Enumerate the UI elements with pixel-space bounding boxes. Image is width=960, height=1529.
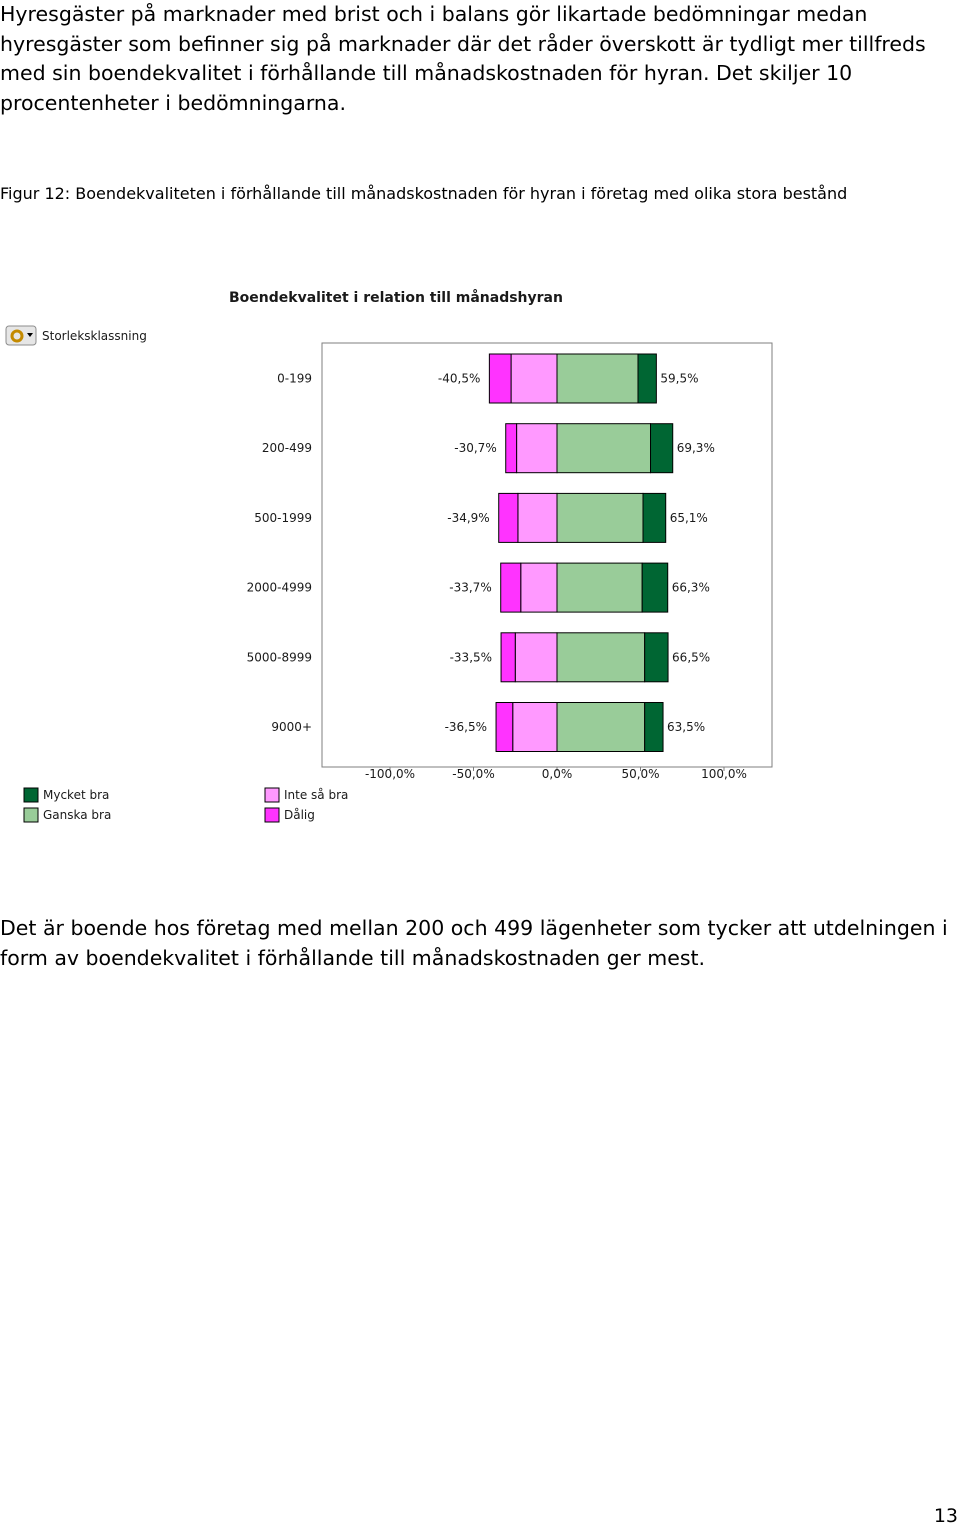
page-number: 13 [933, 1505, 958, 1527]
negative-total-label: -36,5% [445, 720, 487, 734]
negative-total-label: -33,7% [449, 581, 491, 595]
positive-total-label: 63,5% [667, 720, 705, 734]
bar-inte-sa-bra [510, 353, 558, 404]
positive-total-label: 66,3% [672, 581, 710, 595]
bar-mycket-bra [650, 423, 674, 474]
category-label: 2000-4999 [247, 581, 312, 595]
bar-dalig [498, 492, 519, 543]
x-tick-label: 50,0% [621, 767, 659, 781]
bar-inte-sa-bra [516, 423, 558, 474]
chart-title: Boendekvalitet i relation till månadshyr… [229, 289, 563, 306]
legend-label: Dålig [284, 808, 315, 822]
legend-label: Mycket bra [43, 788, 109, 802]
category-label: 9000+ [271, 720, 312, 734]
bar-ganska-bra [556, 562, 643, 613]
positive-total-label: 65,1% [670, 511, 708, 525]
positive-total-label: 59,5% [660, 372, 698, 386]
category-label: 500-1999 [254, 511, 312, 525]
negative-total-label: -40,5% [438, 372, 480, 386]
diverging-bar-chart: Boendekvalitet i relation till månadshyr… [5, 289, 773, 823]
figure-caption: Figur 12: Boendekvaliteten i förhållande… [0, 184, 848, 203]
conclusion-paragraph: Det är boende hos företag med mellan 200… [0, 916, 948, 970]
x-tick-label: 0,0% [542, 767, 573, 781]
legend-swatch [264, 807, 280, 823]
bar-mycket-bra [641, 562, 669, 613]
legend-label: Inte så bra [284, 788, 348, 802]
chevron-down-icon [27, 333, 33, 337]
bar-mycket-bra [637, 353, 657, 404]
x-tick-label: -100,0% [365, 767, 415, 781]
bar-dalig [505, 423, 518, 474]
bar-ganska-bra [556, 423, 652, 474]
bar-mycket-bra [642, 492, 667, 543]
filter-button[interactable] [5, 325, 37, 346]
bar-ganska-bra [556, 632, 646, 683]
filter-label: Storleksklassning [42, 329, 147, 343]
bar-ganska-bra [556, 702, 646, 752]
bar-dalig [488, 353, 512, 404]
bar-mycket-bra [644, 702, 664, 752]
bar-mycket-bra [644, 632, 669, 683]
negative-total-label: -30,7% [454, 441, 496, 455]
legend-swatch [23, 807, 39, 823]
bar-dalig [500, 632, 516, 683]
positive-total-label: 69,3% [677, 441, 715, 455]
bar-dalig [495, 702, 514, 752]
negative-total-label: -33,5% [450, 650, 492, 664]
legend-swatch [264, 787, 280, 803]
bar-inte-sa-bra [520, 562, 558, 613]
bar-ganska-bra [556, 353, 639, 404]
refresh-icon [10, 329, 24, 343]
legend-label: Ganska bra [43, 808, 111, 822]
category-label: 200-499 [262, 441, 312, 455]
bar-dalig [500, 562, 522, 613]
category-label: 0-199 [277, 372, 312, 386]
negative-total-label: -34,9% [447, 511, 489, 525]
intro-paragraph: Hyresgäster på marknader med brist och i… [0, 2, 926, 115]
category-label: 5000-8999 [247, 650, 312, 664]
x-tick-label: 100,0% [701, 767, 747, 781]
bar-inte-sa-bra [517, 492, 558, 543]
bar-inte-sa-bra [514, 632, 558, 683]
bar-ganska-bra [556, 492, 644, 543]
positive-total-label: 66,5% [672, 650, 710, 664]
x-tick-label: -50,0% [452, 767, 494, 781]
bar-inte-sa-bra [512, 702, 558, 752]
legend-swatch [23, 787, 39, 803]
plot-area [321, 342, 773, 768]
